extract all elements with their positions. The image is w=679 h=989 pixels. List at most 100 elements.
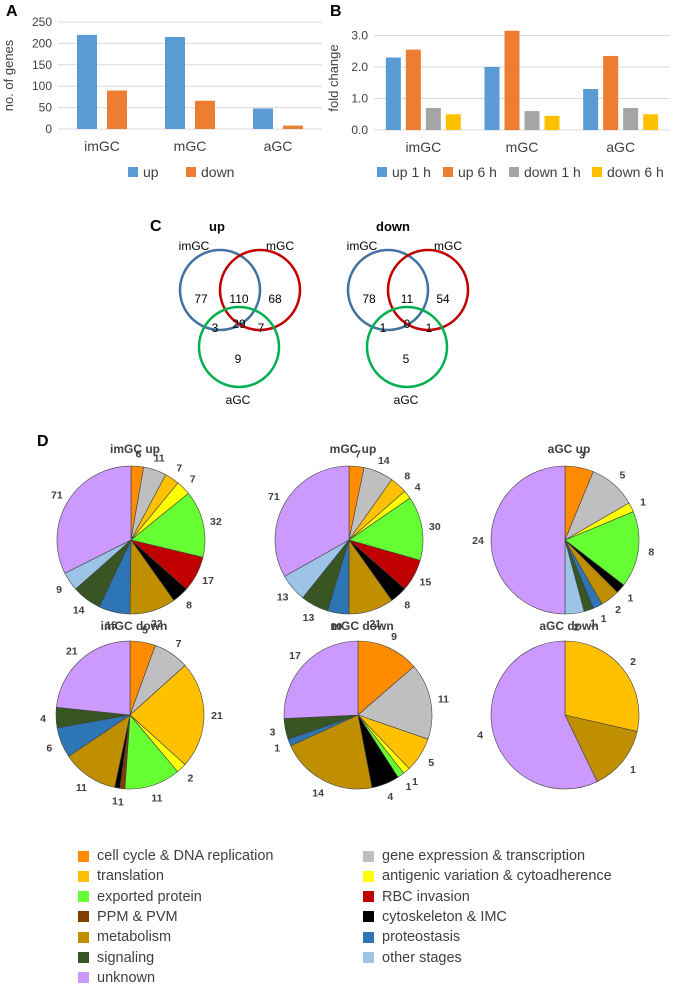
- pie-data-label: 30: [429, 521, 441, 533]
- legend-swatch: [363, 911, 374, 923]
- chart-b-y-tick-label: 3.0: [351, 28, 368, 42]
- legend-item: cell cycle & DNA replication: [78, 848, 274, 864]
- legend-swatch: [78, 911, 89, 923]
- legend-item: exported protein: [78, 889, 202, 905]
- legend-swatch: [78, 972, 89, 984]
- legend-label: exported protein: [97, 888, 202, 905]
- pie-data-label: 24: [472, 535, 484, 547]
- chart-a-bar: [283, 125, 303, 129]
- legend-swatch: [363, 931, 374, 943]
- chart-b-bar: [603, 55, 619, 130]
- pie-data-label: 4: [415, 482, 421, 494]
- pie-data-label: 4: [40, 713, 46, 725]
- venn-count-only-a: 78: [362, 292, 376, 306]
- pie-data-label: 14: [378, 455, 390, 467]
- legend-label: cytoskeleton & IMC: [382, 908, 507, 925]
- pie-slice: [348, 497, 424, 561]
- pie-data-label: 21: [211, 710, 223, 722]
- pie-data-label: 1: [118, 797, 124, 809]
- chart-b-legend-label: up 6 h: [458, 164, 497, 180]
- chart-a-y-tick-label: 150: [32, 58, 52, 72]
- legend-label: gene expression & transcription: [382, 848, 586, 864]
- chart-b-legend-swatch: [377, 167, 387, 177]
- chart-b-x-tick-label: imGC: [405, 139, 441, 155]
- pie-data-label: 22: [151, 618, 163, 630]
- pie-data-label: 5: [428, 757, 434, 769]
- chart-b-bar: [583, 89, 599, 130]
- legend-label: unknown: [97, 969, 156, 986]
- legend-item: signaling: [78, 950, 154, 966]
- pie-data-label: 14: [73, 605, 85, 617]
- legend-item: metabolism: [78, 929, 171, 945]
- pie-data-label: 1: [274, 742, 280, 754]
- pie-data-label: 13: [277, 591, 289, 603]
- chart-b-bar: [445, 114, 461, 130]
- legend-swatch: [78, 931, 89, 943]
- pie-data-label: 1: [412, 776, 418, 788]
- legend-label: antigenic variation & cytoadherence: [382, 868, 612, 885]
- legend-item: PPM & PVM: [78, 909, 178, 925]
- venn-count-ab: 11: [401, 292, 414, 306]
- pie-data-label: 1: [590, 617, 596, 629]
- venn-circle-imgc: [346, 248, 430, 332]
- pie-slice: [274, 465, 350, 577]
- chart-a-bar: [253, 108, 273, 129]
- venn-circle-agc: [197, 305, 281, 389]
- legend-swatch: [78, 870, 89, 882]
- pie-data-label: 2: [187, 773, 193, 785]
- legend-swatch: [363, 850, 374, 862]
- chart-b-legend-label: up 1 h: [392, 164, 431, 180]
- pie-data-label: 1: [640, 497, 646, 509]
- pie-data-label: 1: [630, 764, 636, 776]
- pie-slice: [490, 465, 566, 615]
- panel-label-d: D: [37, 433, 49, 450]
- chart-a-legend-swatch: [128, 167, 138, 177]
- pie-data-label: 8: [404, 600, 410, 612]
- pie-data-label: 8: [648, 546, 654, 558]
- venn-set-label: aGC: [226, 393, 251, 407]
- pie-slice: [490, 640, 598, 790]
- pie-data-label: 11: [154, 453, 165, 465]
- chart-b-bar: [425, 107, 441, 130]
- chart-a-legend-label: down: [201, 164, 234, 180]
- chart-a-bar: [77, 34, 97, 130]
- pie-slice: [564, 640, 640, 732]
- pie-data-label: 3: [579, 450, 585, 462]
- venn-circle-mgc: [386, 248, 470, 332]
- pie-data-label: 21: [66, 645, 78, 657]
- venn-count-ab: 110: [229, 292, 248, 306]
- chart-a-bar: [107, 90, 127, 129]
- chart-b-bar: [544, 115, 560, 130]
- chart-b-x-tick-label: aGC: [606, 139, 635, 155]
- pie-data-label: 2: [630, 656, 636, 668]
- chart-b-bar: [405, 49, 421, 130]
- venn-set-label: imGC: [347, 239, 378, 253]
- pie-data-label: 21: [370, 618, 382, 630]
- venn-count-only-b: 54: [436, 292, 450, 306]
- pie-data-label: 2: [615, 604, 621, 616]
- pie-slice: [129, 665, 205, 765]
- pie-data-label: 7: [176, 638, 182, 650]
- pie-data-label: 8: [404, 470, 410, 482]
- venn-count-ac: 3: [212, 321, 219, 335]
- legend-swatch: [78, 891, 89, 903]
- pie-data-label: 71: [51, 489, 63, 501]
- chart-b-legend-label: down 6 h: [607, 164, 664, 180]
- pie-data-label: 6: [136, 448, 142, 460]
- chart-a-y-tick-label: 50: [39, 101, 53, 115]
- chart-a-y-tick-label: 200: [32, 36, 52, 50]
- chart-a-legend-swatch: [186, 167, 196, 177]
- panel-label-b: B: [330, 3, 342, 20]
- pie-slice: [357, 640, 415, 716]
- chart-b-bar: [504, 30, 520, 130]
- chart-b-legend-swatch: [592, 167, 602, 177]
- legend-swatch: [363, 891, 374, 903]
- pie-title: imGC down: [101, 619, 168, 633]
- pie-slice: [564, 511, 640, 586]
- pie-title: aGC up: [548, 442, 591, 456]
- legend-swatch: [78, 850, 89, 862]
- venn-title: down: [376, 219, 410, 234]
- venn-count-bc: 7: [258, 321, 265, 335]
- legend-label: proteostasis: [382, 929, 461, 946]
